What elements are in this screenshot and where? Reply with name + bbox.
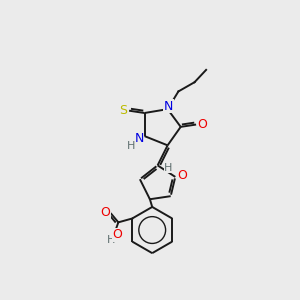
Text: O: O: [177, 169, 187, 182]
Text: H: H: [164, 163, 172, 173]
Text: N: N: [134, 132, 144, 145]
Text: H: H: [127, 141, 136, 151]
Text: O: O: [112, 228, 122, 241]
Text: H: H: [106, 235, 115, 245]
Text: S: S: [119, 104, 127, 117]
Text: N: N: [164, 100, 173, 112]
Text: O: O: [100, 206, 110, 219]
Text: O: O: [197, 118, 207, 131]
